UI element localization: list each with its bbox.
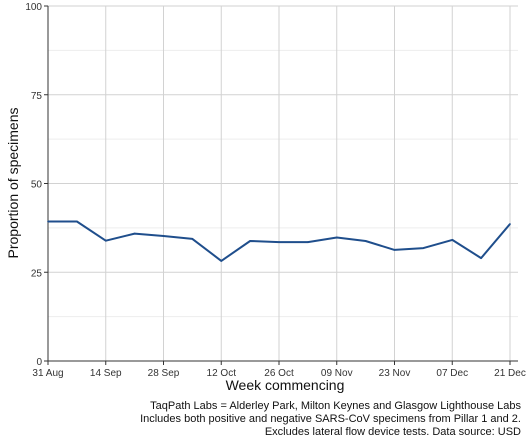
x-tick-label: 21 Dec [494, 368, 526, 379]
data-point [133, 232, 136, 235]
x-axis-title: Week commencing [226, 377, 345, 393]
y-axis-title: Proportion of specimens [5, 108, 21, 259]
chart-caption: TaqPath Labs = Alderley Park, Milton Key… [140, 400, 521, 439]
y-tick-labels: 0 25 50 75 100 [25, 2, 42, 368]
data-point [509, 223, 511, 225]
data-point [451, 239, 454, 241]
x-tick-label: 23 Nov [379, 368, 411, 379]
x-tick-labels: 31 Aug 14 Sep 28 Sep 12 Oct 26 Oct 09 Nov 23 N… [32, 368, 525, 379]
x-tick-label: 28 Sep [148, 368, 180, 379]
data-point [335, 236, 338, 239]
caption-line: TaqPath Labs = Alderley Park, Milton Key… [150, 400, 521, 412]
data-point [249, 240, 251, 242]
x-tick-label: 09 Nov [321, 368, 353, 379]
data-point [422, 247, 425, 249]
data-point [307, 241, 309, 243]
data-point [47, 220, 49, 223]
data-point [162, 235, 165, 237]
y-tick-label: 25 [31, 268, 43, 279]
data-point [76, 220, 78, 223]
y-tick-label: 0 [36, 357, 42, 368]
data-series [47, 220, 511, 262]
x-tick-label: 14 Sep [90, 368, 122, 379]
x-tick-label: 31 Aug [32, 368, 63, 379]
grid-lines [47, 5, 518, 362]
data-point [191, 238, 194, 240]
x-tick-label: 07 Dec [436, 368, 468, 379]
y-tick-label: 75 [31, 91, 43, 102]
x-tick-label: 26 Oct [264, 368, 294, 379]
axes [44, 5, 518, 365]
caption-line: Includes both positive and negative SARS… [140, 413, 521, 425]
data-point [104, 239, 107, 242]
data-point [393, 249, 396, 251]
x-tick-label: 12 Oct [207, 368, 237, 379]
caption-line: Excludes lateral flow device tests. Data… [264, 426, 521, 438]
data-point [480, 257, 482, 259]
data-point [278, 241, 280, 243]
y-tick-label: 100 [25, 2, 42, 13]
data-point [220, 260, 223, 262]
data-point [364, 240, 367, 242]
y-tick-label: 50 [31, 180, 43, 191]
